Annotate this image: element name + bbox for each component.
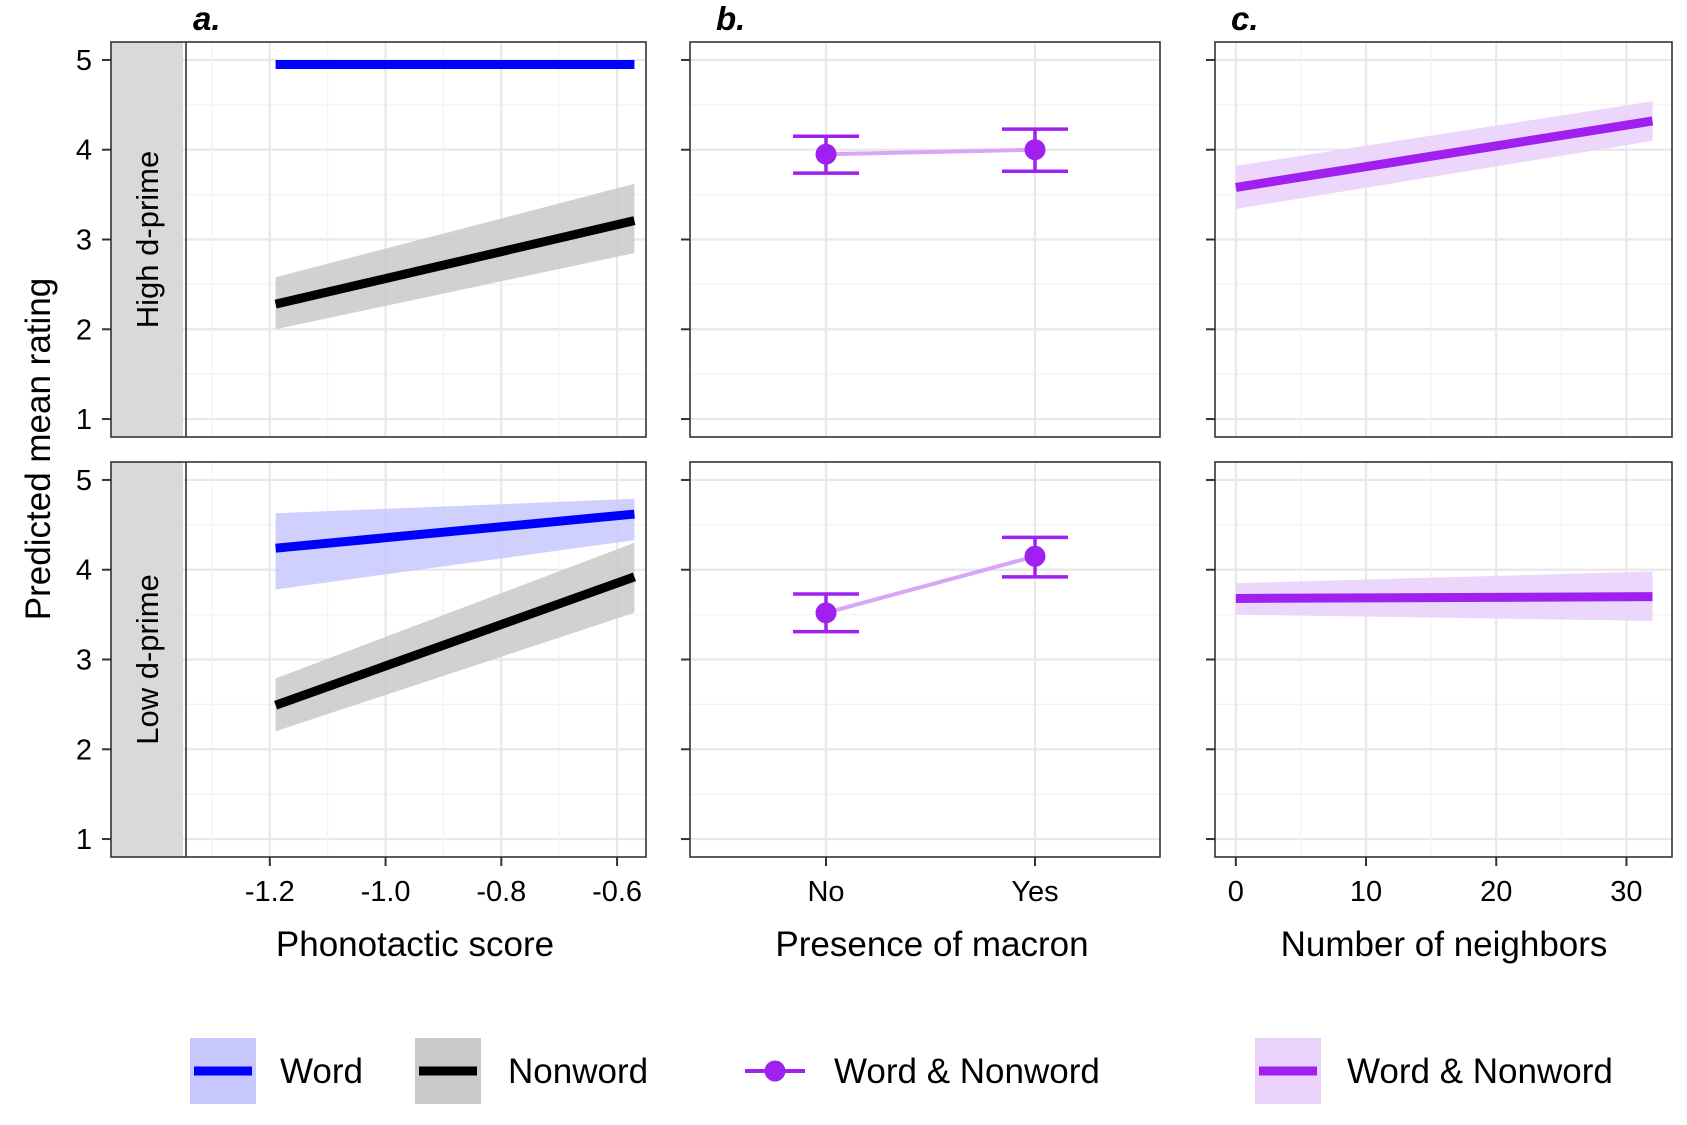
strip-low-d-prime <box>111 462 183 857</box>
panel-c-low-line <box>1235 592 1653 603</box>
x-axis-title-b: Presence of macron <box>775 925 1088 964</box>
legend-key-point <box>764 1060 786 1082</box>
panel-a-high-nonword-line <box>274 216 636 309</box>
x-tick-label: No <box>807 876 844 908</box>
panel-b-low-connector-line <box>825 554 1036 615</box>
x-tick-label: -1.0 <box>361 876 411 908</box>
legend-label: Nonword <box>508 1052 648 1091</box>
x-tick-label: -0.8 <box>476 876 526 908</box>
y-tick-label: 3 <box>76 225 92 257</box>
x-tick-label: 30 <box>1610 876 1642 908</box>
panel-a-low-word-line <box>275 509 635 553</box>
panel-b-high-connector-line <box>825 147 1036 157</box>
y-tick-label: 5 <box>76 465 92 497</box>
data-point-no <box>815 143 837 165</box>
strip-label-high: High d-prime <box>130 151 165 328</box>
strip-high-d-prime <box>111 42 183 437</box>
x-tick-label: 20 <box>1480 876 1512 908</box>
x-tick-label: -0.6 <box>592 876 642 908</box>
y-tick-label: 1 <box>76 404 92 436</box>
panel-a-high-nonword-ribbon <box>275 183 635 330</box>
strip-label-low: Low d-prime <box>130 574 165 745</box>
panel-letter: c. <box>1231 0 1259 37</box>
y-tick-label: 5 <box>76 45 92 77</box>
x-axis-title-c: Number of neighbors <box>1281 925 1608 964</box>
y-tick-label: 4 <box>76 555 92 587</box>
y-tick-label: 2 <box>76 314 92 346</box>
data-point-no <box>815 602 837 624</box>
legend-label: Word <box>280 1052 363 1091</box>
x-axis-title-a: Phonotactic score <box>276 925 554 964</box>
x-tick-label: -1.2 <box>245 876 295 908</box>
data-point-yes <box>1024 545 1046 567</box>
data-point-yes <box>1024 139 1046 161</box>
legend-label: Word & Nonword <box>1347 1052 1613 1091</box>
legend-label: Word & Nonword <box>834 1052 1100 1091</box>
panel-c-high-line <box>1235 116 1654 192</box>
panel-letter: a. <box>193 0 221 37</box>
panel-a-low-nonword-line <box>274 572 636 710</box>
y-tick-label: 4 <box>76 135 92 167</box>
panel-letter: b. <box>716 0 745 37</box>
x-tick-label: 10 <box>1350 876 1382 908</box>
y-tick-label: 1 <box>76 824 92 856</box>
y-axis-title: Predicted mean rating <box>19 278 58 620</box>
x-tick-label: Yes <box>1011 876 1058 908</box>
y-tick-label: 3 <box>76 645 92 677</box>
y-tick-label: 2 <box>76 734 92 766</box>
x-tick-label: 0 <box>1228 876 1244 908</box>
